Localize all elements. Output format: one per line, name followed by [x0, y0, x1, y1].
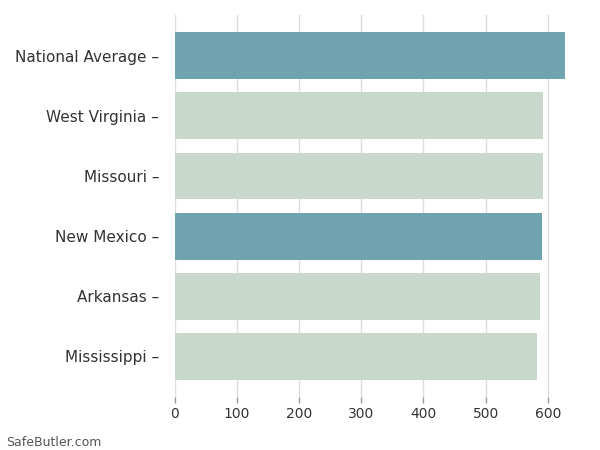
Bar	[175, 273, 539, 320]
Text: SafeButler.com: SafeButler.com	[6, 436, 101, 449]
Bar	[175, 333, 537, 380]
Bar	[175, 92, 543, 140]
Bar	[175, 32, 565, 79]
Bar	[175, 153, 543, 199]
Bar	[175, 213, 542, 260]
